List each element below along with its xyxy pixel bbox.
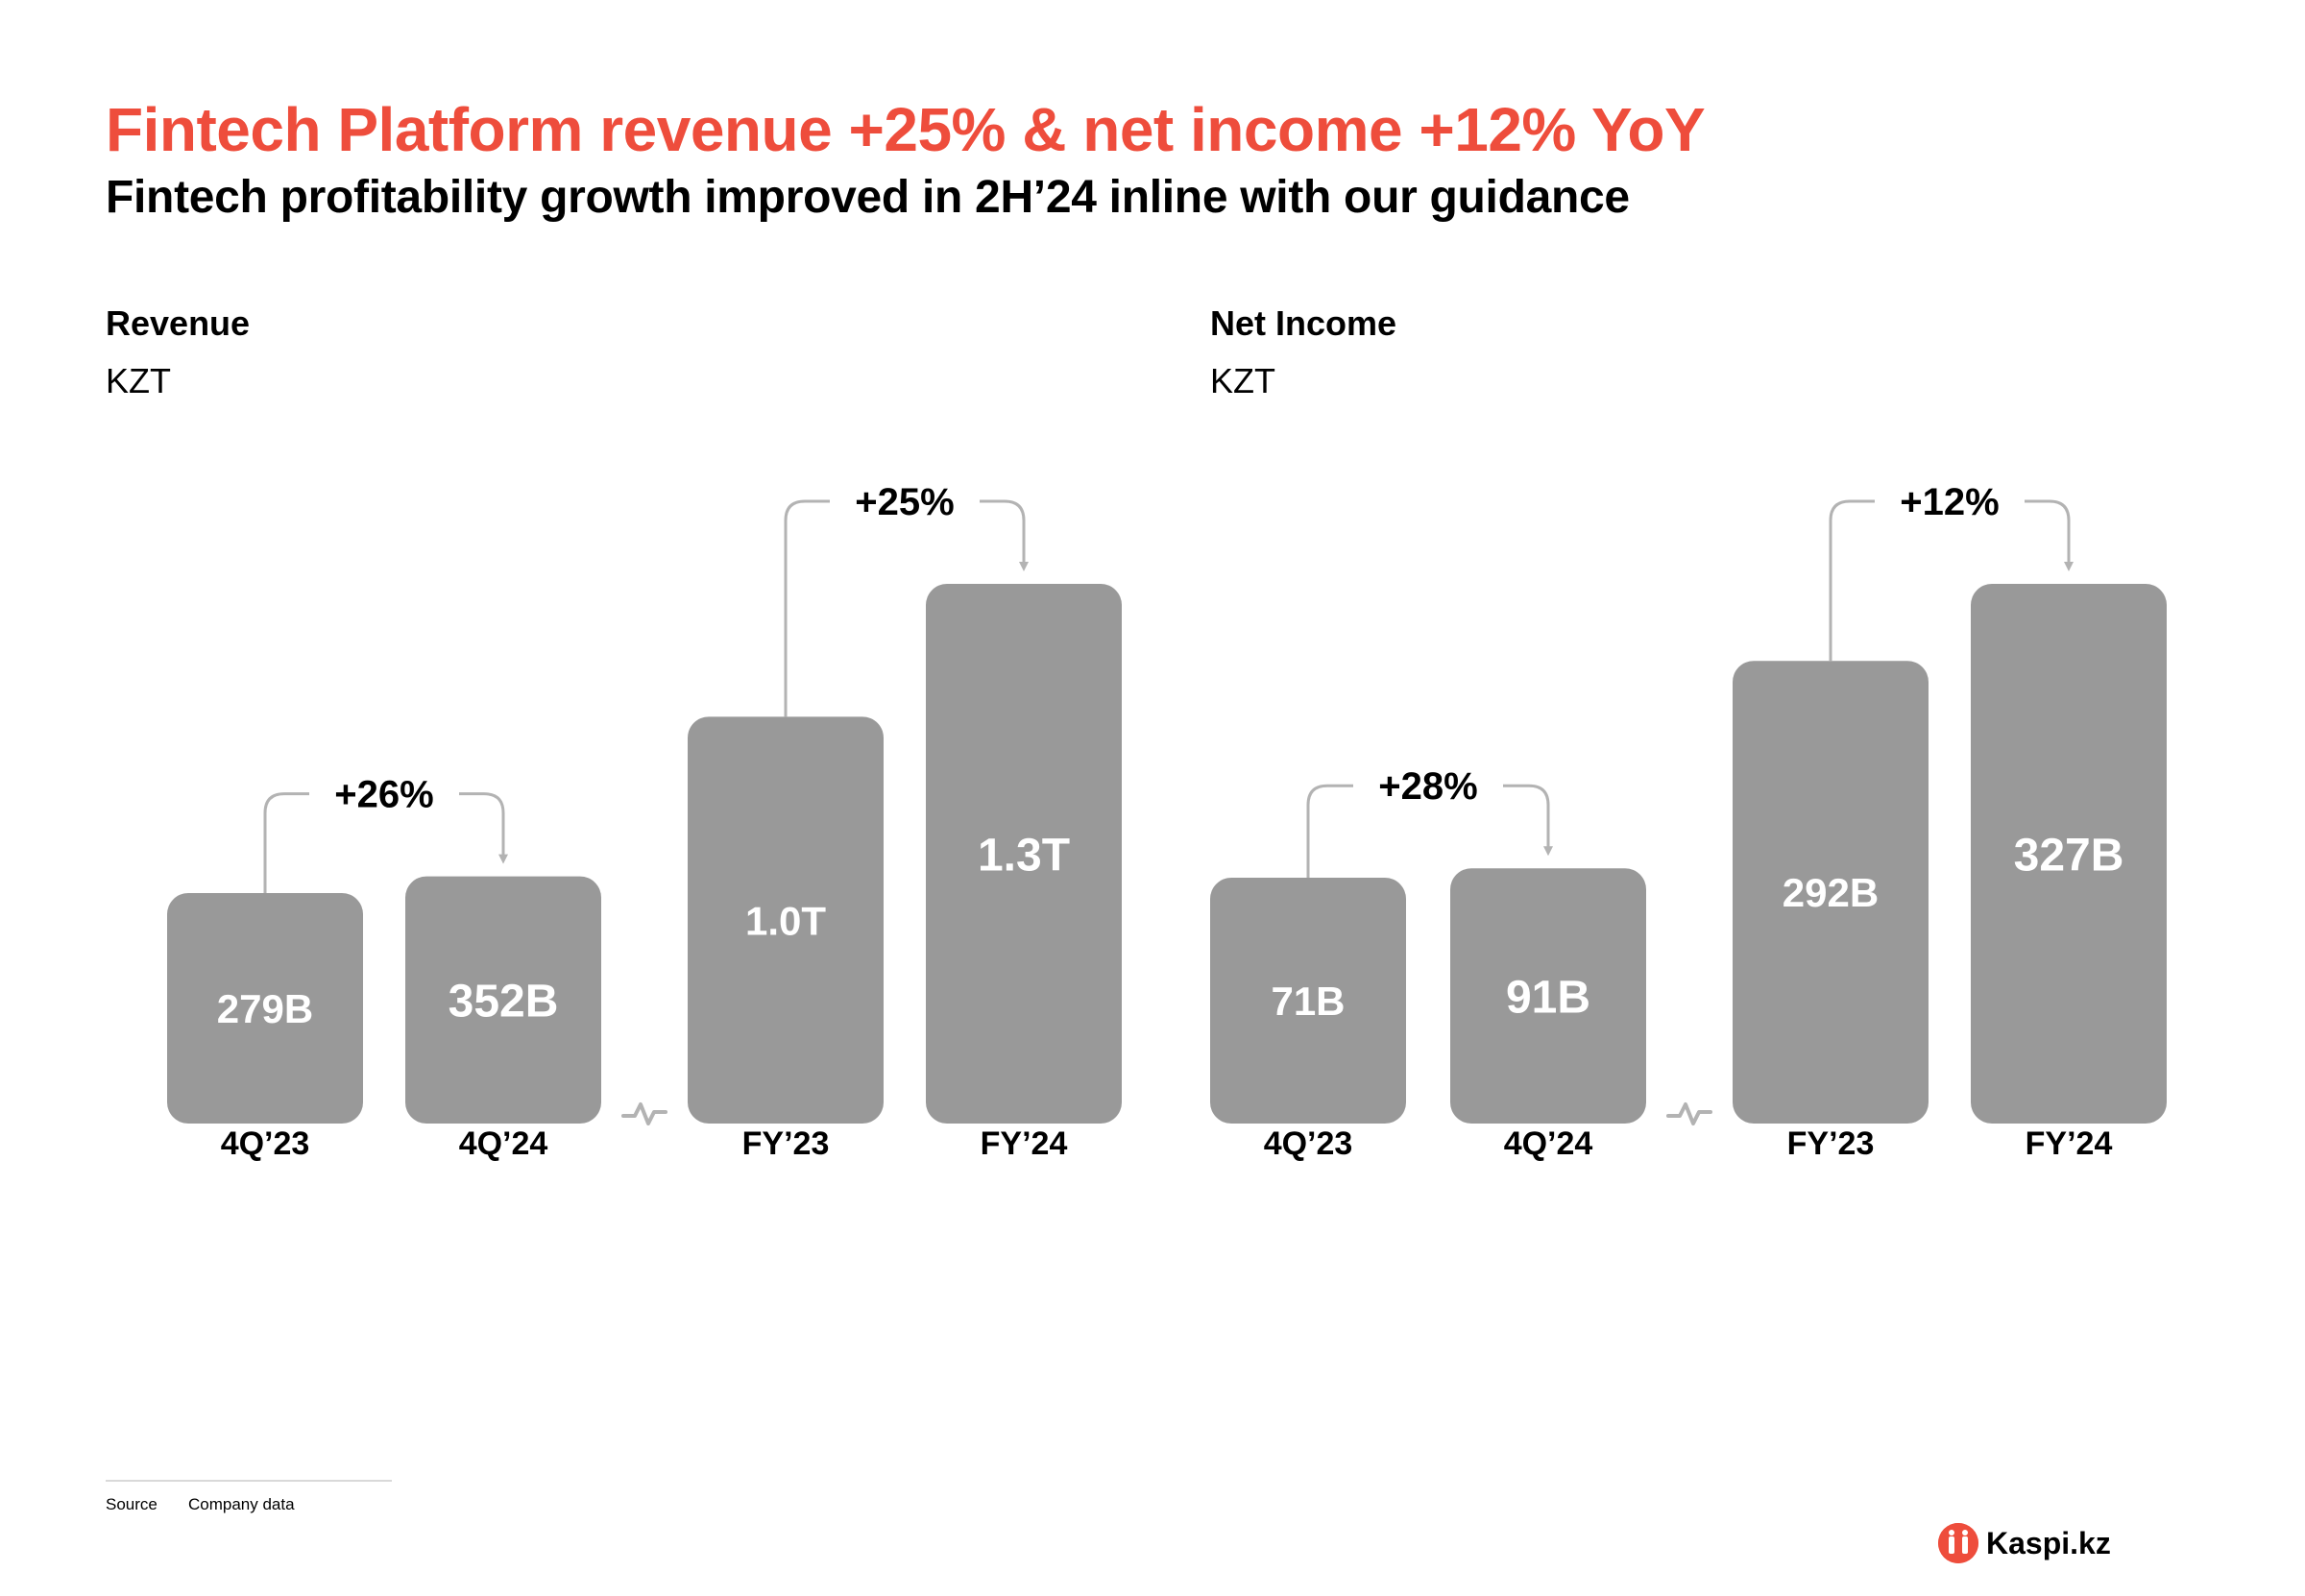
net-income-bar-value-1: 91B bbox=[1506, 972, 1590, 1023]
net-income-growth-label-1: +12% bbox=[1900, 481, 1999, 523]
footer-divider bbox=[106, 1480, 392, 1482]
net-income-bar-0 bbox=[1210, 878, 1406, 1124]
revenue-category-label-0: 4Q’23 bbox=[221, 1125, 310, 1162]
revenue-bar-value-0: 279B bbox=[217, 986, 313, 1031]
revenue-bar-value-3: 1.3T bbox=[978, 830, 1070, 881]
kaspi-logo-text: Kaspi.kz bbox=[1986, 1525, 2111, 1560]
revenue-bar-2 bbox=[688, 716, 884, 1124]
revenue-chart-title: Revenue bbox=[106, 303, 251, 343]
revenue-category-label-2: FY’23 bbox=[742, 1125, 830, 1162]
revenue-chart-unit: KZT bbox=[106, 361, 171, 400]
revenue-growth-connector-left-0 bbox=[263, 792, 309, 893]
revenue-bar-0 bbox=[167, 893, 363, 1124]
net-income-bar-value-2: 292B bbox=[1783, 870, 1879, 915]
net-income-category-label-3: FY’24 bbox=[2026, 1125, 2113, 1162]
net-income-growth-label-0: +28% bbox=[1378, 765, 1477, 808]
source-label: Source bbox=[106, 1495, 158, 1513]
kaspi-logo: Kaspi.kz bbox=[1938, 1523, 2111, 1563]
net-income-category-label-1: 4Q’24 bbox=[1504, 1125, 1593, 1162]
net-income-axis-break-icon bbox=[1666, 1102, 1712, 1125]
net-income-growth-connector-left-1 bbox=[1829, 499, 1875, 662]
net-income-bar-2 bbox=[1733, 661, 1929, 1124]
revenue-bar-value-2: 1.0T bbox=[745, 898, 826, 943]
revenue-bar-3 bbox=[926, 584, 1122, 1124]
source-value: Company data bbox=[188, 1495, 295, 1513]
revenue-axis-break-icon bbox=[621, 1102, 667, 1125]
page-subtitle: Fintech profitability growth improved in… bbox=[106, 172, 1630, 223]
revenue-category-label-3: FY’24 bbox=[981, 1125, 1068, 1162]
revenue-growth-connector-right-0 bbox=[459, 792, 508, 864]
net-income-chart-title: Net Income bbox=[1210, 303, 1397, 343]
net-income-bar-value-0: 71B bbox=[1271, 979, 1345, 1024]
net-income-growth-connector-right-0 bbox=[1503, 784, 1553, 857]
net-income-bar-3 bbox=[1971, 584, 2167, 1124]
revenue-growth-connector-right-1 bbox=[980, 499, 1029, 571]
net-income-bar-1 bbox=[1450, 868, 1646, 1124]
revenue-bar-1 bbox=[405, 876, 601, 1124]
net-income-growth-connector-left-0 bbox=[1306, 784, 1353, 878]
net-income-category-label-0: 4Q’23 bbox=[1264, 1125, 1353, 1162]
kaspi-logo-icon bbox=[1938, 1523, 1978, 1563]
revenue-category-label-1: 4Q’24 bbox=[459, 1125, 548, 1162]
net-income-chart-unit: KZT bbox=[1210, 361, 1275, 400]
net-income-category-label-2: FY’23 bbox=[1787, 1125, 1875, 1162]
revenue-growth-label-1: +25% bbox=[855, 481, 954, 523]
revenue-bar-value-1: 352B bbox=[449, 977, 559, 1028]
net-income-growth-connector-right-1 bbox=[2025, 499, 2074, 571]
net-income-bar-value-3: 327B bbox=[2014, 830, 2124, 881]
page-title: Fintech Platform revenue +25% & net inco… bbox=[106, 95, 1706, 164]
revenue-growth-connector-left-1 bbox=[784, 499, 830, 717]
revenue-growth-label-0: +26% bbox=[334, 774, 433, 816]
